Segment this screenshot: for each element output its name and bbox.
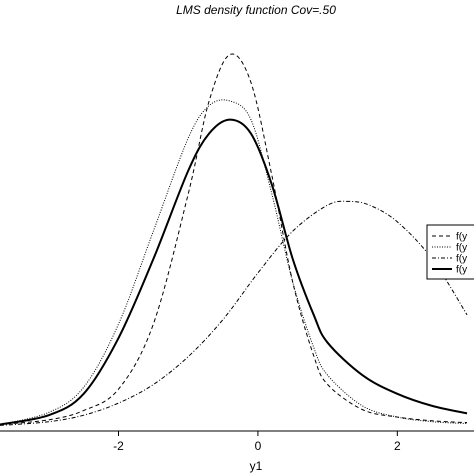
x-tick-label: -2 xyxy=(113,439,124,453)
legend-label-2: f(y xyxy=(456,243,467,254)
x-tick-label: 2 xyxy=(394,439,401,453)
plot-lines xyxy=(0,53,468,426)
x-axis-label: y1 xyxy=(250,459,263,473)
series-line-4-solid xyxy=(0,118,468,426)
chart-title: LMS density function Cov=.50 xyxy=(176,3,336,17)
legend-label-3: f(y xyxy=(456,254,467,265)
series-line-1-dashed xyxy=(0,53,468,425)
x-tick-label: 0 xyxy=(255,439,262,453)
series-line-2-dotted xyxy=(0,99,468,425)
legend-label-4: f(y xyxy=(456,265,467,276)
series-line-3-dashdot xyxy=(0,200,468,426)
x-axis: -2 0 2 xyxy=(0,430,474,453)
legend: f(yf(yf(yf(y xyxy=(426,224,474,280)
legend-label-1: f(y xyxy=(456,232,467,243)
